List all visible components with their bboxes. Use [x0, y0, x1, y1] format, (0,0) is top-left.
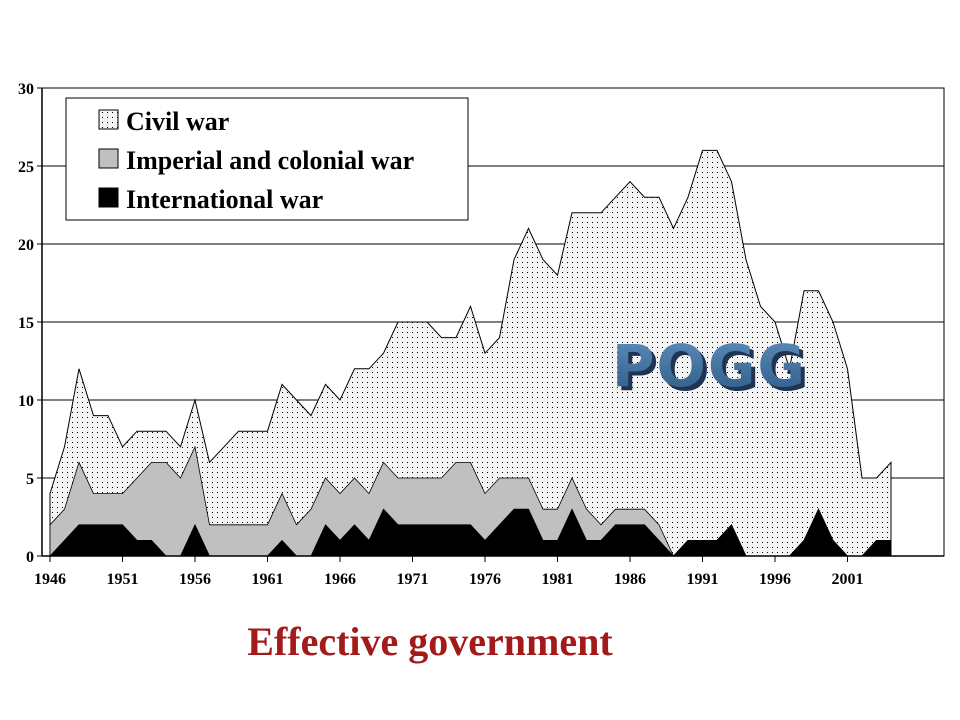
x-tick-label: 1946 — [34, 571, 66, 588]
legend-box — [65, 97, 469, 221]
legend-label-civil: Civil war — [126, 107, 229, 136]
area-civil-war — [49, 149, 892, 557]
y-tick-label: 0 — [26, 549, 34, 566]
x-tick-label: 1951 — [107, 571, 139, 588]
y-tick-label: 25 — [18, 159, 34, 176]
x-tick-label: 1986 — [614, 571, 646, 588]
x-tick-label: 1961 — [252, 571, 284, 588]
y-tick-label: 5 — [26, 471, 34, 488]
y-tick-label: 20 — [18, 237, 34, 254]
x-tick-label: 1966 — [324, 571, 356, 588]
x-tick-label: 1976 — [469, 571, 501, 588]
series-areas — [49, 149, 892, 557]
y-axis: 0 5 10 15 20 25 30 — [18, 81, 43, 566]
y-tick-label: 10 — [18, 393, 34, 410]
x-tick-label: 1971 — [397, 571, 429, 588]
x-tick-label: 1996 — [759, 571, 791, 588]
svg-text:POGG: POGG — [612, 332, 807, 400]
y-tick-label: 30 — [18, 81, 34, 98]
x-tick-label: 1981 — [542, 571, 574, 588]
legend-swatch-civil — [98, 109, 119, 130]
x-tick-label: 1991 — [687, 571, 719, 588]
pogg-logo: POGG POGG — [612, 332, 811, 404]
legend-label-international: International war — [126, 185, 323, 214]
svg-text:POGG: POGG — [616, 336, 811, 404]
legend-label-imperial: Imperial and colonial war — [126, 146, 414, 175]
legend-swatch-imperial — [98, 148, 119, 169]
x-axis: 1946 1951 1956 1961 1966 1971 1976 1981 1986 1991… — [34, 555, 944, 588]
caption: Effective government — [247, 619, 613, 664]
x-tick-label: 2001 — [832, 571, 864, 588]
y-tick-label: 15 — [18, 315, 34, 332]
legend-swatch-international — [98, 187, 119, 208]
x-tick-label: 1956 — [179, 571, 211, 588]
legend: Civil war Imperial and colonial war Inte… — [65, 97, 469, 221]
